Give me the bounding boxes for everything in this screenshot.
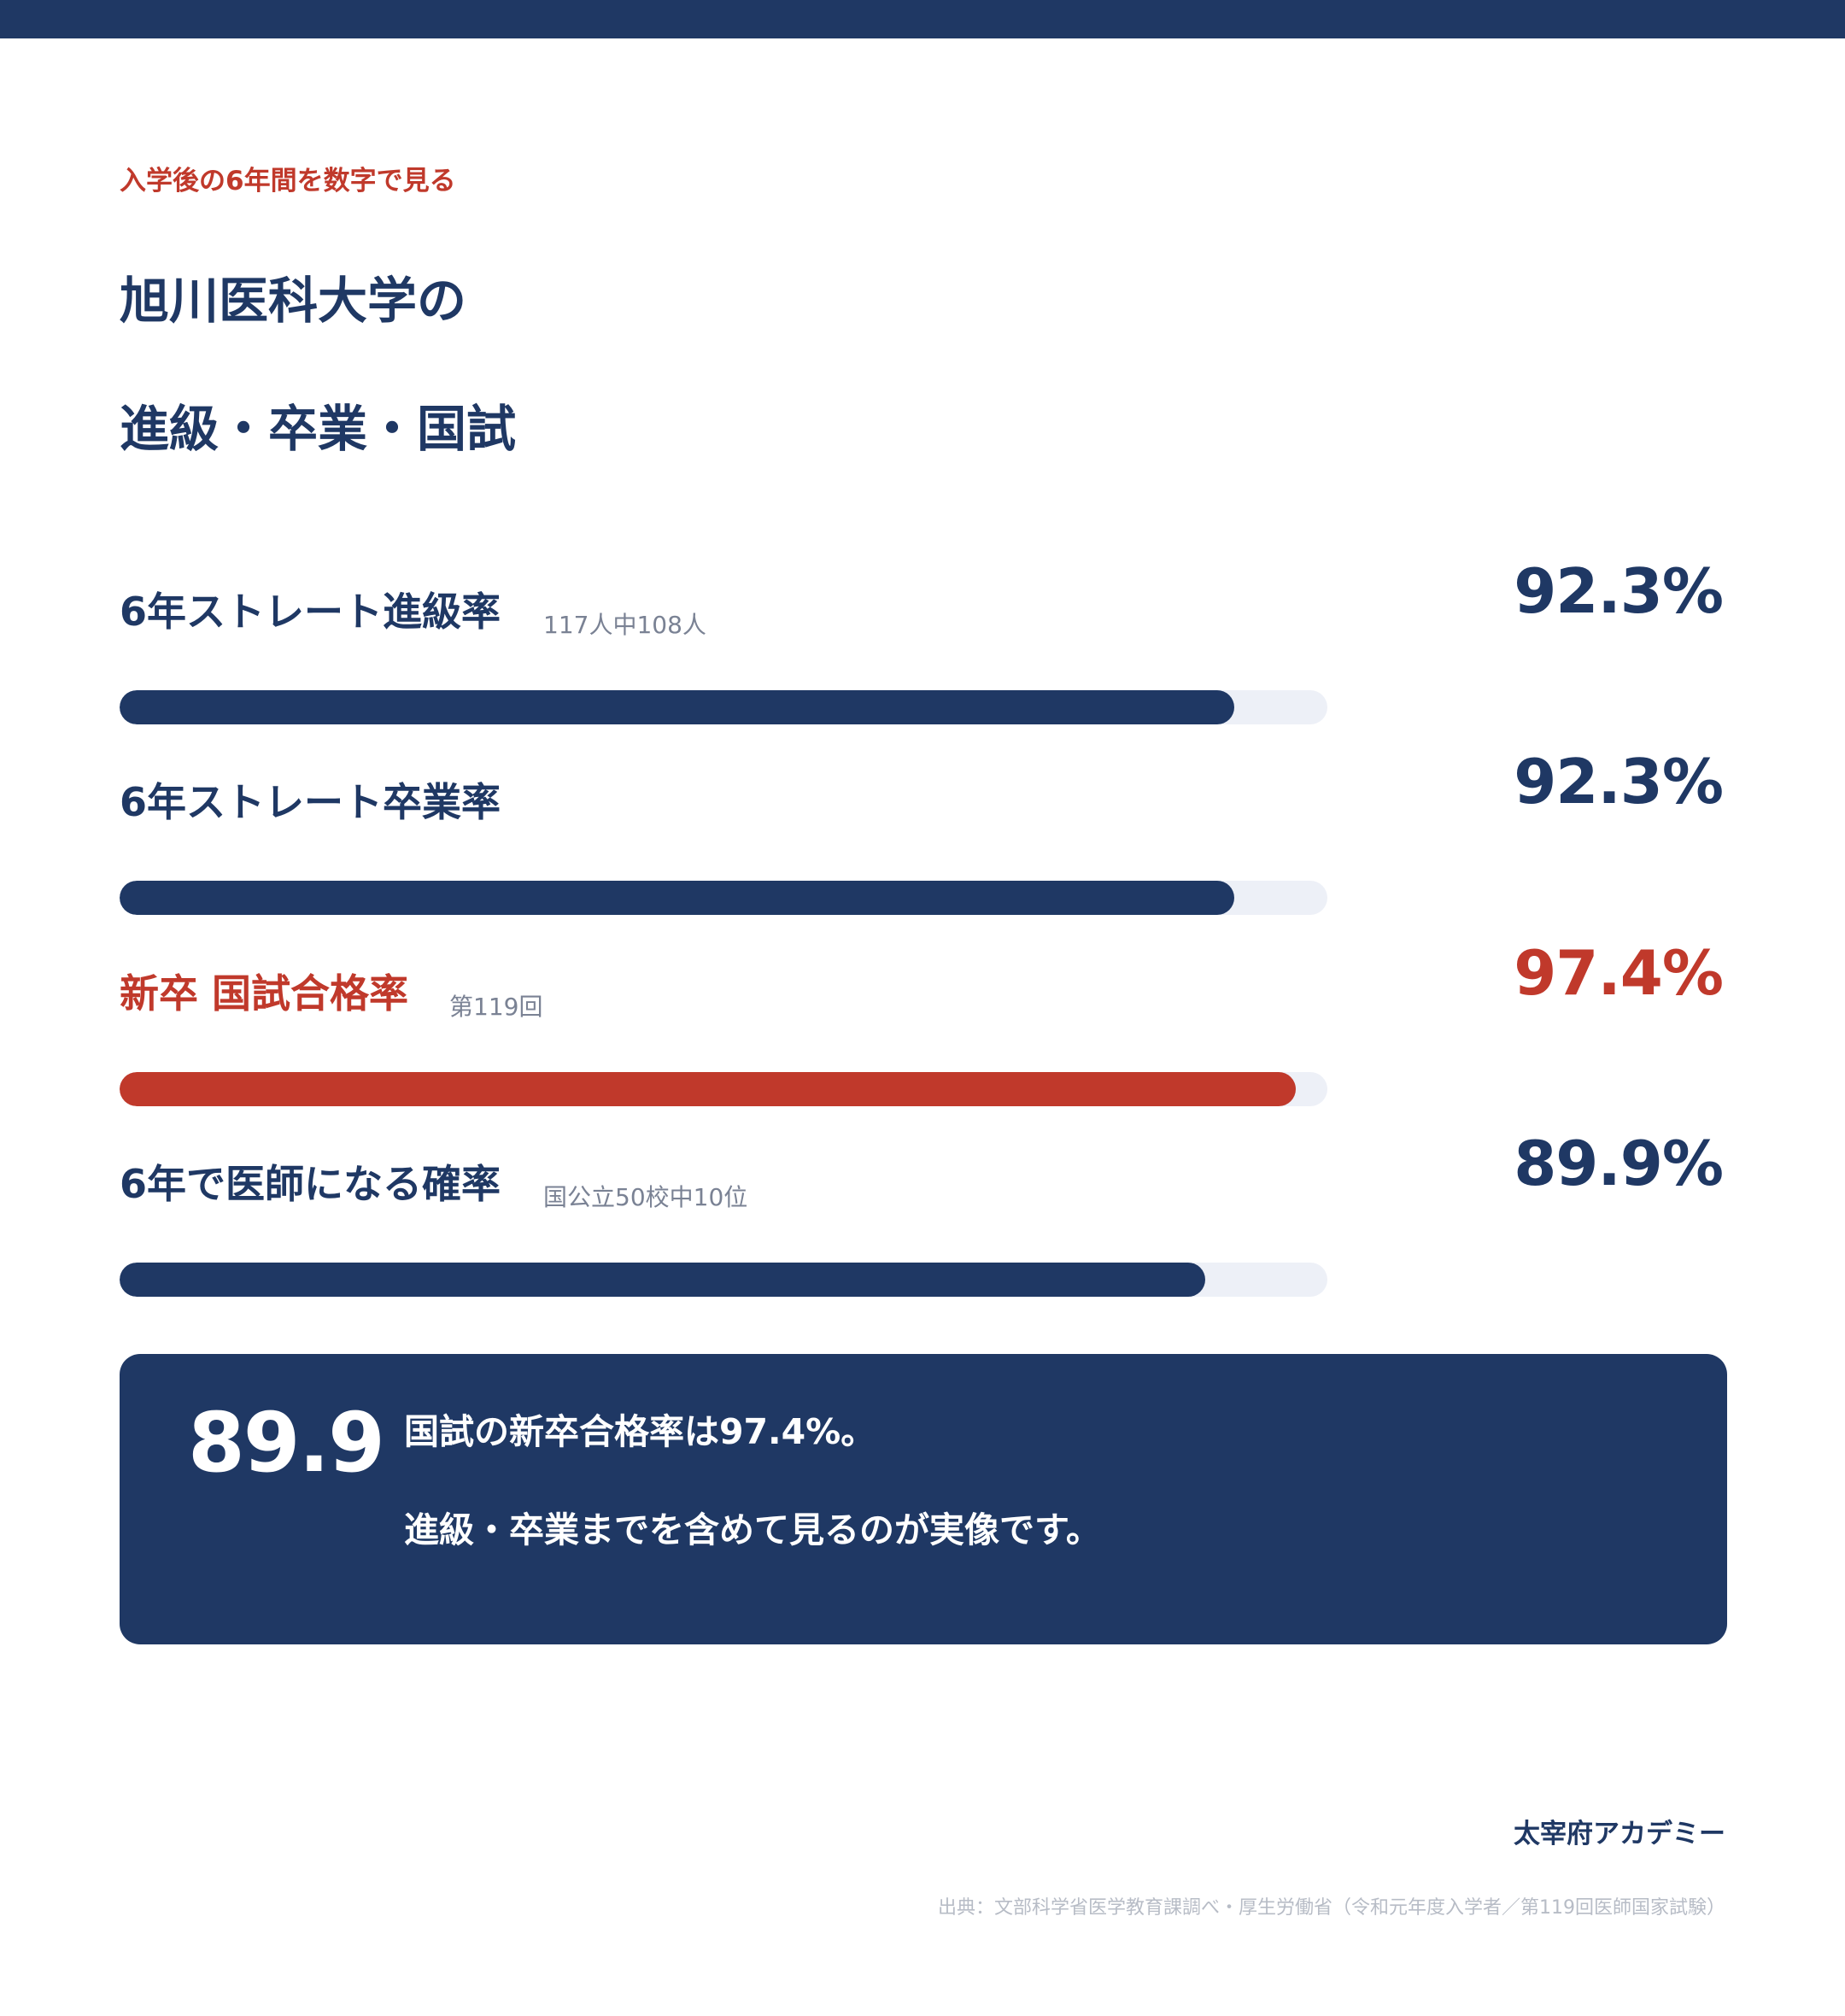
summary-line-1: 国試の新卒合格率は97.4%。 [404, 1411, 876, 1452]
page-title-line-1: 旭川医科大学の [120, 272, 467, 330]
metric-value: 89.9% [1514, 1128, 1724, 1199]
metric-value: 92.3% [1514, 555, 1724, 627]
metric-row-straight-graduation: 6年ストレート卒業率 92.3% [0, 746, 1845, 942]
metric-row-exam-pass-rate: 新卒 国試合格率 第119回 97.4% [0, 937, 1845, 1134]
metric-label: 新卒 国試合格率 [120, 970, 409, 1017]
summary-number: 89.9 [188, 1395, 385, 1491]
bar-track [120, 1072, 1327, 1106]
summary-panel: 89.9 国試の新卒合格率は97.4%。 進級・卒業までを含めて見るのが実像です… [120, 1354, 1727, 1644]
eyebrow-label: 入学後の6年間を数字で見る [120, 166, 456, 196]
metric-row-straight-progression: 6年ストレート進級率 117人中108人 92.3% [0, 555, 1845, 752]
page-title-line-2: 進級・卒業・国試 [120, 400, 517, 458]
metric-label: 6年ストレート進級率 [120, 589, 501, 635]
bar-track [120, 1263, 1327, 1297]
bar-track [120, 690, 1327, 724]
metric-note: 国公立50校中10位 [543, 1183, 748, 1211]
metric-label: 6年ストレート卒業率 [120, 779, 501, 825]
bar-fill [120, 1072, 1297, 1106]
top-accent-bar [0, 0, 1845, 38]
metric-note: 117人中108人 [543, 611, 706, 639]
metric-note: 第119回 [449, 993, 543, 1021]
brand-name: 太宰府アカデミー [1514, 1819, 1725, 1849]
summary-line-2: 進級・卒業までを含めて見るのが実像です。 [404, 1509, 1101, 1550]
bar-fill [120, 881, 1235, 915]
bar-fill [120, 1263, 1206, 1297]
metric-value: 92.3% [1514, 746, 1724, 818]
bar-track [120, 881, 1327, 915]
source-note: 出典：文部科学省医学教育課調べ・厚生労働省（令和元年度入学者／第119回医師国家… [938, 1897, 1725, 1919]
metric-row-become-doctor: 6年で医師になる確率 国公立50校中10位 89.9% [0, 1128, 1845, 1324]
bar-fill [120, 690, 1235, 724]
metric-value: 97.4% [1514, 937, 1724, 1009]
metric-label: 6年で医師になる確率 [120, 1161, 501, 1207]
